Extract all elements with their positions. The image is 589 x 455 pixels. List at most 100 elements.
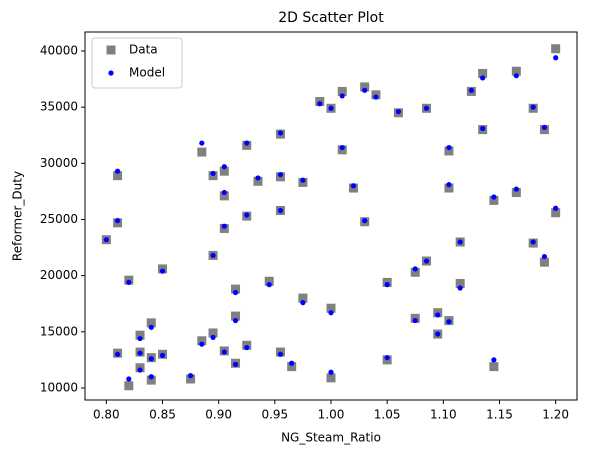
data-point	[148, 374, 154, 380]
data-point	[339, 93, 345, 99]
x-tick-label: 1.00	[318, 408, 345, 422]
plot-frame	[84, 31, 578, 401]
data-point	[232, 361, 239, 367]
data-point	[210, 252, 216, 259]
data-point	[480, 125, 486, 132]
data-point	[264, 276, 274, 286]
data-point	[317, 101, 323, 107]
y-tick-label: 30000	[40, 156, 78, 170]
data-point	[373, 94, 379, 100]
data-point	[337, 86, 347, 96]
data-point	[489, 362, 499, 372]
legend-label: Data	[129, 43, 158, 57]
data-point	[137, 350, 143, 356]
x-tick-label: 1.05	[374, 408, 401, 422]
data-point	[232, 317, 239, 324]
data-point	[328, 105, 334, 111]
data-point	[197, 147, 207, 157]
data-point	[210, 334, 216, 341]
data-point	[511, 188, 521, 198]
data-point	[553, 205, 559, 211]
x-tick-label: 1.10	[430, 408, 457, 422]
data-point	[328, 310, 334, 316]
data-point	[541, 253, 548, 260]
legend-label: Model	[129, 66, 165, 80]
data-point	[446, 144, 452, 151]
data-point	[360, 82, 370, 92]
data-point	[114, 218, 121, 224]
x-axis-label: NG_Steam_Ratio	[281, 431, 381, 445]
data-point	[186, 374, 196, 384]
data-point	[114, 168, 121, 174]
data-point	[539, 257, 549, 267]
data-point	[197, 336, 207, 346]
data-point	[148, 324, 154, 330]
x-tick-label: 0.80	[93, 408, 120, 422]
data-point	[137, 335, 143, 342]
data-point	[423, 258, 430, 264]
data-point	[480, 75, 486, 81]
data-point	[199, 140, 205, 146]
data-point	[244, 140, 250, 146]
data-point	[384, 282, 390, 288]
data-point	[277, 351, 284, 357]
data-point	[298, 293, 308, 303]
data-point	[266, 282, 272, 288]
data-point	[124, 381, 134, 391]
y-axis-label: Reformer_Duty	[11, 171, 25, 261]
y-tick-label: 10000	[40, 380, 78, 394]
data-point	[287, 362, 297, 372]
data-point	[412, 266, 418, 272]
data-point	[146, 318, 156, 328]
x-tick-label: 0.85	[149, 408, 176, 422]
data-point	[255, 175, 261, 181]
data-point	[339, 144, 345, 151]
data-point	[410, 267, 420, 277]
data-point	[326, 303, 336, 313]
data-point	[530, 239, 536, 245]
data-point	[513, 186, 519, 192]
data-point	[435, 331, 441, 337]
data-point	[232, 289, 239, 296]
data-point	[468, 87, 475, 93]
data-point	[199, 341, 205, 347]
y-tick-label: 25000	[40, 212, 78, 226]
data-point	[135, 330, 145, 340]
data-point	[289, 360, 295, 366]
data-point	[362, 218, 368, 224]
data-point	[444, 183, 454, 193]
data-point	[457, 239, 463, 245]
data-point	[253, 176, 263, 186]
data-point	[221, 223, 227, 229]
y-tick-label: 15000	[40, 324, 78, 338]
data-point	[328, 369, 334, 375]
data-point	[511, 66, 521, 76]
data-point	[551, 44, 561, 54]
data-point	[362, 87, 368, 93]
x-tick-label: 1.20	[542, 408, 569, 422]
data-point	[530, 104, 536, 110]
data-point	[277, 130, 284, 136]
data-point	[541, 124, 548, 130]
data-point	[159, 268, 166, 274]
data-point	[221, 164, 227, 170]
data-point	[513, 73, 519, 79]
data-point	[446, 319, 452, 325]
legend-marker	[106, 45, 116, 55]
data-point	[300, 177, 306, 183]
data-point	[455, 279, 465, 289]
data-point	[219, 166, 229, 176]
data-point	[113, 171, 123, 181]
data-point	[350, 183, 357, 189]
data-point	[221, 349, 227, 355]
data-point	[187, 373, 194, 379]
data-point	[277, 171, 284, 178]
data-point	[277, 207, 284, 214]
x-tick-label: 0.95	[261, 408, 288, 422]
y-tick-label: 40000	[40, 43, 78, 57]
chart-title: 2D Scatter Plot	[278, 10, 384, 26]
data-point	[221, 189, 227, 196]
data-point	[435, 312, 441, 318]
data-point	[126, 376, 132, 382]
